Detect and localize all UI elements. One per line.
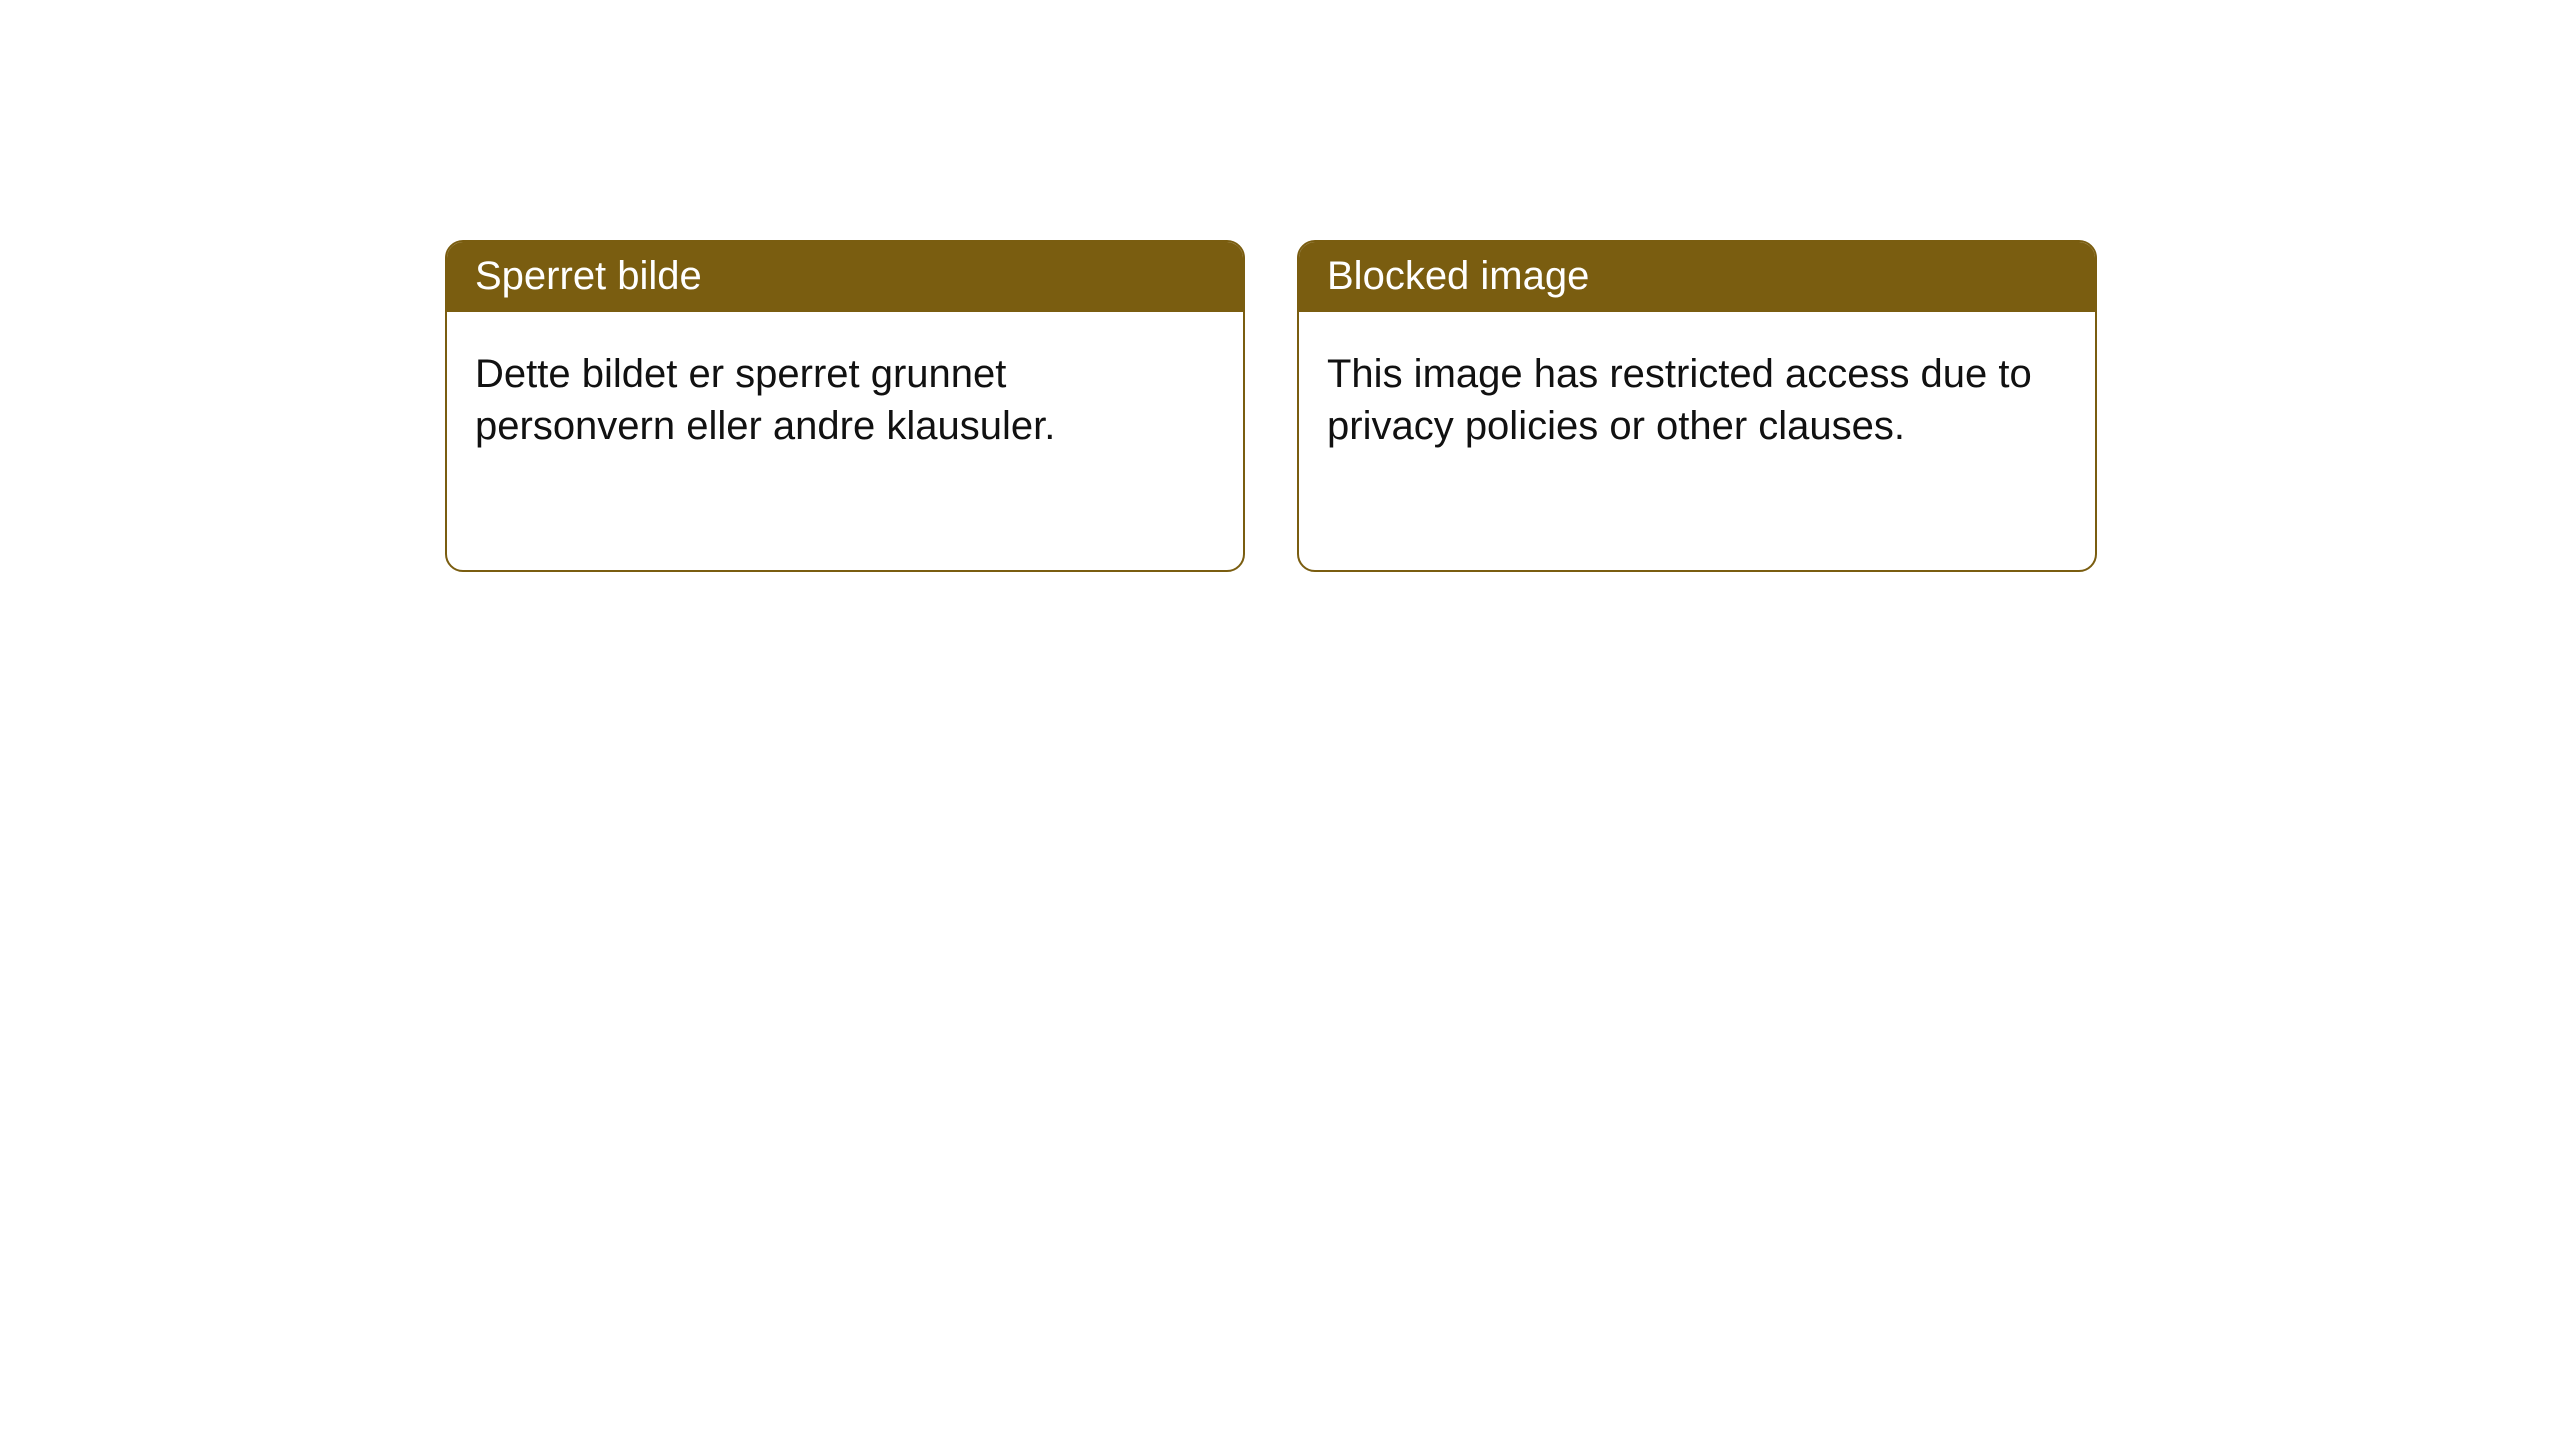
notice-card-en: Blocked image This image has restricted …	[1297, 240, 2097, 572]
notice-title-no: Sperret bilde	[447, 242, 1243, 312]
notice-body-en: This image has restricted access due to …	[1299, 312, 2095, 480]
notice-body-no: Dette bildet er sperret grunnet personve…	[447, 312, 1243, 480]
notice-container: Sperret bilde Dette bildet er sperret gr…	[0, 0, 2560, 572]
notice-card-no: Sperret bilde Dette bildet er sperret gr…	[445, 240, 1245, 572]
notice-title-en: Blocked image	[1299, 242, 2095, 312]
